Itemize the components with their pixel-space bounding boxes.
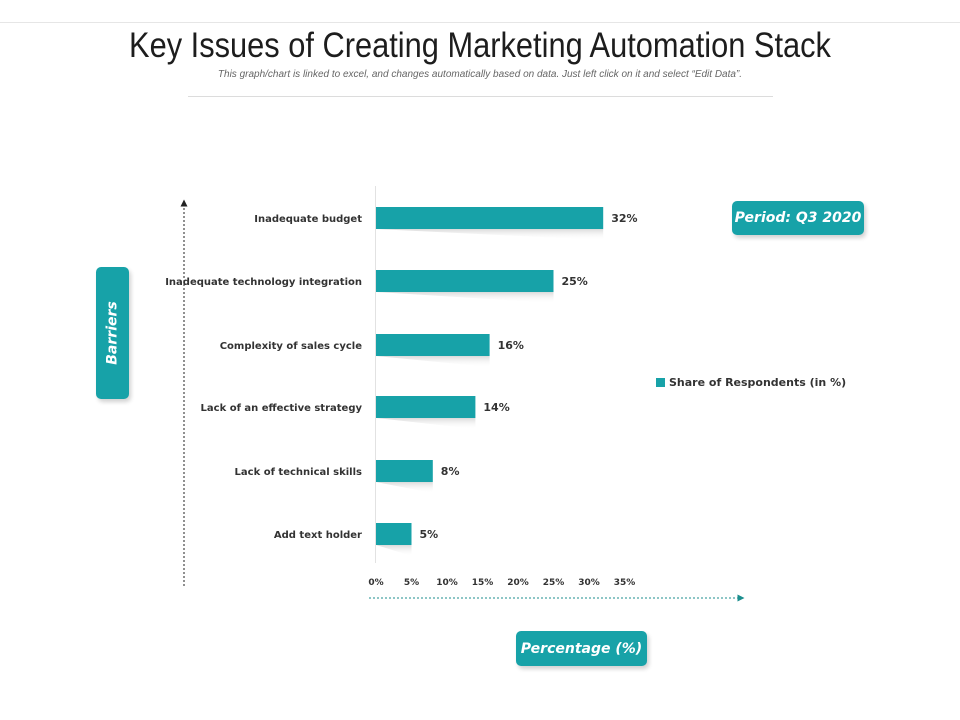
category-label: Complexity of sales cycle [220,341,363,352]
bar [376,270,554,292]
x-tick-label: 25% [543,578,565,588]
x-tick-label: 10% [436,578,458,588]
period-badge: Period: Q3 2020 [732,201,864,235]
y-axis-pill: Barriers [96,267,129,399]
value-label: 8% [441,465,460,478]
value-label: 16% [498,339,524,352]
x-tick-label: 30% [578,578,600,588]
page-title: Key Issues of Creating Marketing Automat… [129,26,831,65]
bar-shadow [376,545,412,556]
value-label: 14% [483,401,509,414]
x-tick-label: 5% [404,578,419,588]
category-label: Inadequate budget [254,214,362,225]
legend-swatch [656,378,665,387]
bar-shadow [376,482,433,493]
category-label: Lack of technical skills [235,467,363,478]
value-label: 32% [611,212,637,225]
category-label: Lack of an effective strategy [201,403,363,414]
top-divider [0,22,960,23]
bar-shadow [376,356,490,367]
x-tick-label: 0% [368,578,383,588]
bar [376,523,412,545]
bar-shadow [376,229,604,240]
bar-shadow [376,418,476,429]
period-badge-label: Period: Q3 2020 [734,210,862,226]
bar [376,396,476,418]
bar-shadow [376,292,554,303]
x-axis-pill: Percentage (%) [516,631,647,666]
category-label: Inadequate technology integration [165,277,362,288]
y-axis-pill-label: Barriers [104,301,121,365]
x-axis-pill-label: Percentage (%) [520,640,643,657]
value-label: 25% [562,275,588,288]
x-tick-label: 35% [614,578,636,588]
subtitle-divider [188,96,773,97]
x-tick-label: 15% [472,578,494,588]
x-tick-label: 20% [507,578,529,588]
category-label: Add text holder [274,530,362,541]
bar [376,207,604,229]
bar [376,460,433,482]
value-label: 5% [420,528,439,541]
chart-legend: Share of Respondents (in %) [656,376,846,389]
legend-label: Share of Respondents (in %) [669,376,847,389]
page-subtitle: This graph/chart is linked to excel, and… [217,69,743,80]
bar [376,334,490,356]
